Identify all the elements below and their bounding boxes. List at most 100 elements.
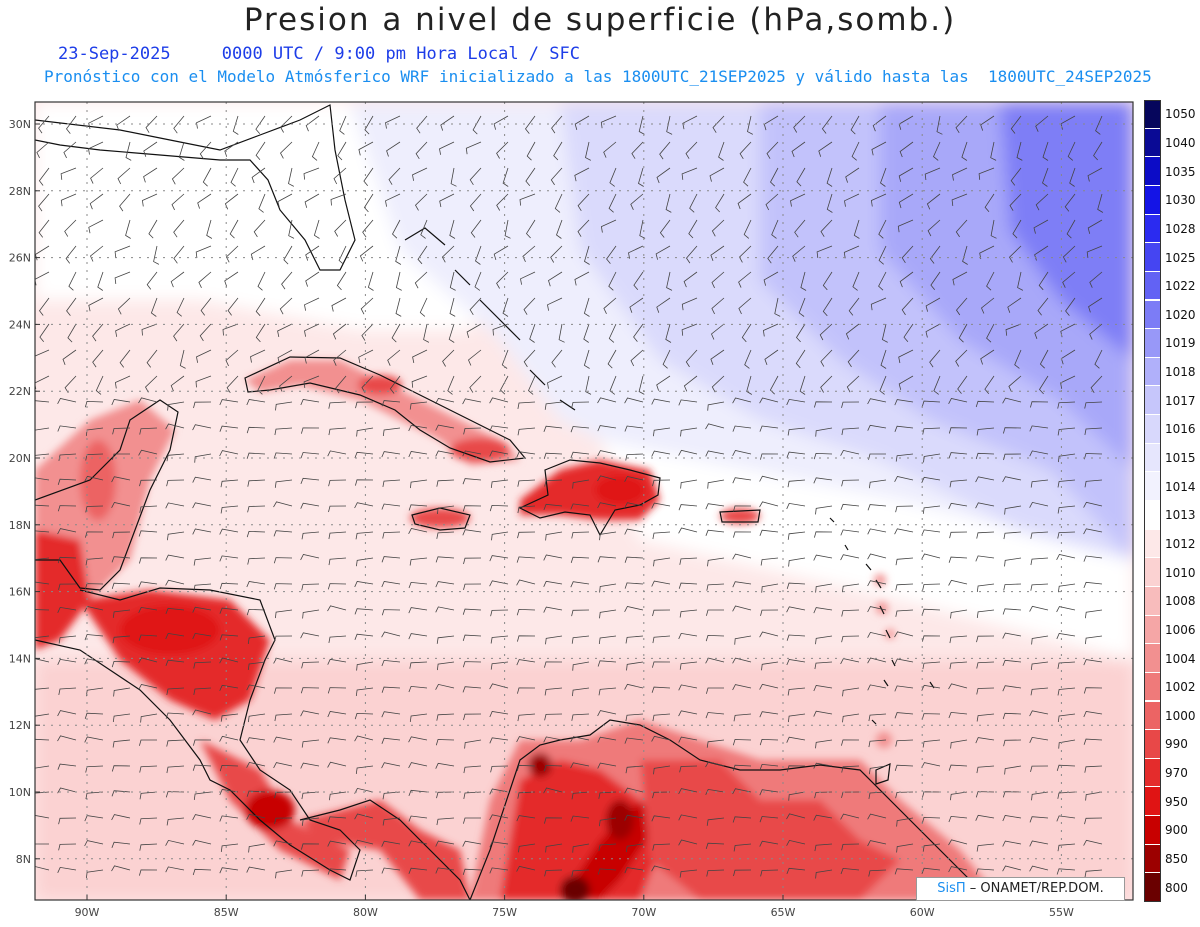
- colorbar-label: 1002: [1165, 680, 1196, 695]
- wind-barb: [869, 479, 887, 489]
- wind-barb: [867, 631, 887, 638]
- wind-barb: [633, 323, 644, 342]
- wind-barb: [111, 814, 131, 821]
- wind-barb: [603, 297, 617, 314]
- wind-barb: [436, 817, 455, 826]
- wind-barb: [1010, 115, 1022, 134]
- wind-barb: [976, 635, 995, 643]
- wind-barb: [1087, 167, 1103, 182]
- wind-barb: [193, 557, 212, 566]
- wind-barb: [219, 764, 239, 772]
- wind-barb: [339, 115, 347, 135]
- wind-barb: [419, 297, 428, 317]
- wind-barb: [652, 531, 671, 540]
- wind-barb: [705, 842, 725, 850]
- wind-barb: [465, 141, 482, 155]
- lat-label: 26N: [9, 252, 31, 265]
- wind-barb: [472, 115, 482, 135]
- wind-barb: [440, 115, 455, 131]
- wind-barb: [435, 739, 455, 746]
- colorbar-label: 900: [1165, 823, 1188, 838]
- wind-barb: [760, 557, 779, 566]
- wind-barb: [975, 814, 995, 821]
- wind-barb: [288, 167, 294, 187]
- wind-barb: [949, 635, 968, 644]
- wind-barb: [656, 297, 671, 313]
- wind-barb: [922, 505, 941, 514]
- wind-barb: [462, 634, 482, 642]
- wind-barb: [603, 141, 617, 158]
- wind-barb: [759, 789, 779, 796]
- wind-barb: [274, 817, 293, 825]
- wind-barb: [381, 556, 401, 563]
- wind-barb: [976, 843, 995, 852]
- wind-barb: [141, 193, 158, 207]
- lon-label: 80W: [353, 906, 378, 919]
- wind-barb: [706, 869, 725, 877]
- wind-barb: [583, 323, 590, 343]
- wind-barb: [872, 115, 887, 132]
- wind-barb: [1002, 659, 1022, 667]
- wind-barb: [516, 815, 536, 822]
- wind-barb: [597, 660, 617, 667]
- wind-barb: [895, 583, 914, 591]
- wind-barb: [990, 141, 997, 161]
- wind-barb: [1094, 349, 1103, 369]
- wind-barb: [386, 141, 401, 157]
- wind-barb: [1089, 323, 1103, 340]
- wind-barb: [1056, 606, 1076, 613]
- wind-barb: [1010, 167, 1022, 186]
- wind-barb: [1002, 865, 1022, 872]
- wind-barb: [759, 425, 779, 432]
- wind-barb: [820, 219, 833, 237]
- wind-barb: [97, 271, 104, 291]
- wind-barb: [462, 868, 482, 876]
- colorbar-label: 800: [1165, 880, 1188, 895]
- wind-barb: [922, 427, 941, 435]
- wind-barb: [333, 349, 347, 366]
- wind-barb: [921, 713, 941, 720]
- wind-barb: [334, 219, 347, 237]
- wind-barb: [408, 607, 428, 614]
- wind-barb: [139, 843, 158, 851]
- wind-barb: [1058, 453, 1076, 463]
- wind-barb: [1017, 271, 1024, 291]
- wind-barb: [1012, 219, 1022, 239]
- wind-barb: [520, 271, 536, 285]
- wind-barb: [1086, 245, 1103, 258]
- wind-barb: [138, 581, 158, 588]
- wind-barb: [35, 635, 50, 639]
- colorbar-swatch: [1144, 185, 1161, 215]
- wind-barb: [192, 632, 212, 640]
- wind-barb: [732, 553, 752, 560]
- wind-barb: [571, 609, 590, 617]
- wind-barb: [313, 219, 320, 239]
- wind-barb: [1008, 375, 1022, 392]
- colorbar-swatch: [1144, 615, 1161, 645]
- wind-barb: [336, 271, 347, 291]
- colorbar-label: 1010: [1165, 565, 1196, 580]
- wind-barb: [651, 398, 671, 405]
- wind-barb: [1016, 141, 1023, 161]
- wind-barbs: [35, 115, 1104, 879]
- wind-barb: [408, 528, 428, 534]
- wind-barb: [952, 167, 968, 181]
- lon-label: 70W: [631, 906, 656, 919]
- wind-barb: [246, 581, 266, 588]
- wind-barb: [408, 451, 428, 458]
- wind-barb: [1031, 635, 1049, 645]
- wind-barb: [516, 579, 536, 586]
- colorbar-step: 900: [1144, 816, 1190, 845]
- colorbar-step: 800: [1144, 873, 1190, 902]
- wind-barb: [948, 452, 968, 459]
- wind-barb: [880, 167, 887, 187]
- wind-barb: [219, 582, 239, 590]
- wind-barb: [354, 712, 374, 720]
- wind-barb: [146, 271, 158, 290]
- colorbar-label: 1008: [1165, 594, 1196, 609]
- wind-barb: [462, 529, 482, 536]
- wind-barb: [146, 349, 158, 368]
- wind-barb: [624, 425, 644, 432]
- wind-barb: [385, 115, 401, 129]
- wind-barb: [449, 271, 456, 291]
